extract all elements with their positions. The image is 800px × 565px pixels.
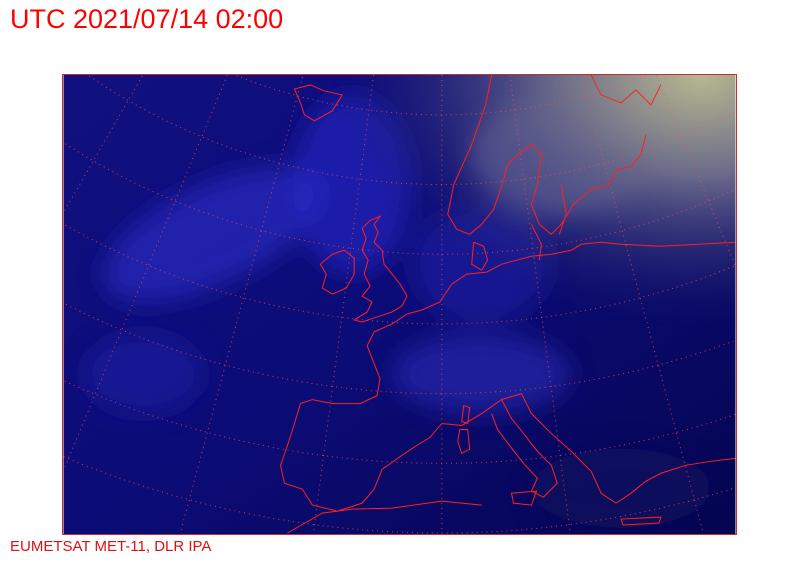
timestamp-title: UTC 2021/07/14 02:00 xyxy=(10,4,284,34)
coastline-north-africa xyxy=(287,500,482,534)
coastline-corsica xyxy=(461,404,471,425)
coastline-sardinia xyxy=(457,428,471,455)
image-credit: EUMETSAT MET-11, DLR IPA xyxy=(10,538,212,555)
coastline-white-sea xyxy=(590,75,662,106)
dawn-terminator xyxy=(63,75,736,534)
latitude-line xyxy=(236,75,648,116)
coastline-great-britain xyxy=(352,215,408,323)
satellite-map xyxy=(62,74,737,535)
coastline-italy xyxy=(491,399,558,498)
coastlines xyxy=(280,75,736,534)
coastline-iberia-france xyxy=(280,323,522,512)
coastline-denmark xyxy=(471,241,489,271)
latitude-line xyxy=(64,380,736,464)
latitude-line xyxy=(65,303,734,395)
coastline-crete xyxy=(620,516,662,526)
coastline-baltic xyxy=(530,184,567,261)
coastline-sicily xyxy=(510,490,538,506)
satellite-image xyxy=(63,75,736,534)
coastline-mainland-europe xyxy=(391,241,736,325)
graticule xyxy=(63,75,736,534)
coastline-balkans-greece xyxy=(521,393,736,504)
coastline-scandinavia xyxy=(447,75,647,235)
coastline-ireland xyxy=(319,249,355,295)
meridian-line xyxy=(64,75,143,212)
coastline-iceland xyxy=(293,84,344,122)
